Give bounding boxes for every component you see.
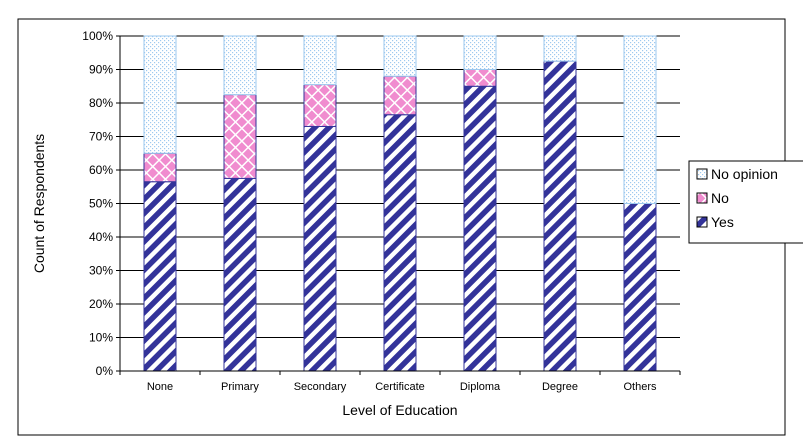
y-tick-label: 80%: [89, 96, 113, 110]
legend-label: No opinion: [711, 166, 778, 182]
x-tick-label: None: [147, 381, 173, 393]
bar-segment-no-opinion: [543, 35, 577, 62]
bar-segment-yes: [223, 177, 257, 372]
x-tick-label: Others: [623, 381, 657, 393]
bar-segment-no: [463, 69, 497, 87]
y-tick-label: 10%: [89, 331, 113, 345]
bar-segment-no-opinion: [623, 35, 657, 204]
y-axis-title: Count of Respondents: [31, 134, 47, 273]
legend-box: [688, 160, 803, 244]
bar-segment-yes: [143, 181, 177, 372]
y-tick-label: 40%: [89, 230, 113, 244]
legend-swatch-yes: [696, 216, 708, 228]
bar-segment-yes: [463, 85, 497, 372]
bar-segment-no: [383, 75, 417, 116]
bar-segment-no-opinion: [383, 35, 417, 77]
legend-label: No: [711, 190, 729, 206]
legend-label: Yes: [711, 214, 734, 230]
bar-segment-no-opinion: [143, 35, 177, 154]
y-tick-label: 90%: [89, 63, 113, 77]
x-tick-label: Diploma: [460, 381, 501, 393]
legend-swatch-no: [696, 192, 708, 204]
bar-segment-no-opinion: [223, 35, 257, 96]
y-tick-label: 100%: [82, 29, 113, 43]
bar-segment-no: [303, 84, 337, 127]
y-tick-label: 30%: [89, 264, 113, 278]
bar-segment-yes: [623, 203, 657, 372]
x-tick-label: Degree: [542, 381, 578, 393]
x-tick-label: Secondary: [294, 381, 347, 393]
bar-segment-no: [143, 152, 177, 183]
bar-segment-no-opinion: [463, 35, 497, 70]
x-tick-label: Certificate: [375, 381, 425, 393]
y-tick-label: 60%: [89, 163, 113, 177]
y-tick-label: 20%: [89, 297, 113, 311]
bar-segment-no: [223, 94, 257, 179]
y-tick-label: 70%: [89, 130, 113, 144]
y-tick-label: 0%: [96, 364, 114, 378]
x-tick-label: Primary: [221, 381, 259, 393]
y-tick-label: 50%: [89, 197, 113, 211]
bar-segment-yes: [543, 60, 577, 372]
bar-segment-no-opinion: [303, 35, 337, 86]
x-axis-title: Level of Education: [342, 402, 457, 418]
bar-segment-yes: [383, 114, 417, 372]
legend-swatch-no-opinion: [696, 168, 708, 180]
bar-segment-yes: [303, 125, 337, 372]
